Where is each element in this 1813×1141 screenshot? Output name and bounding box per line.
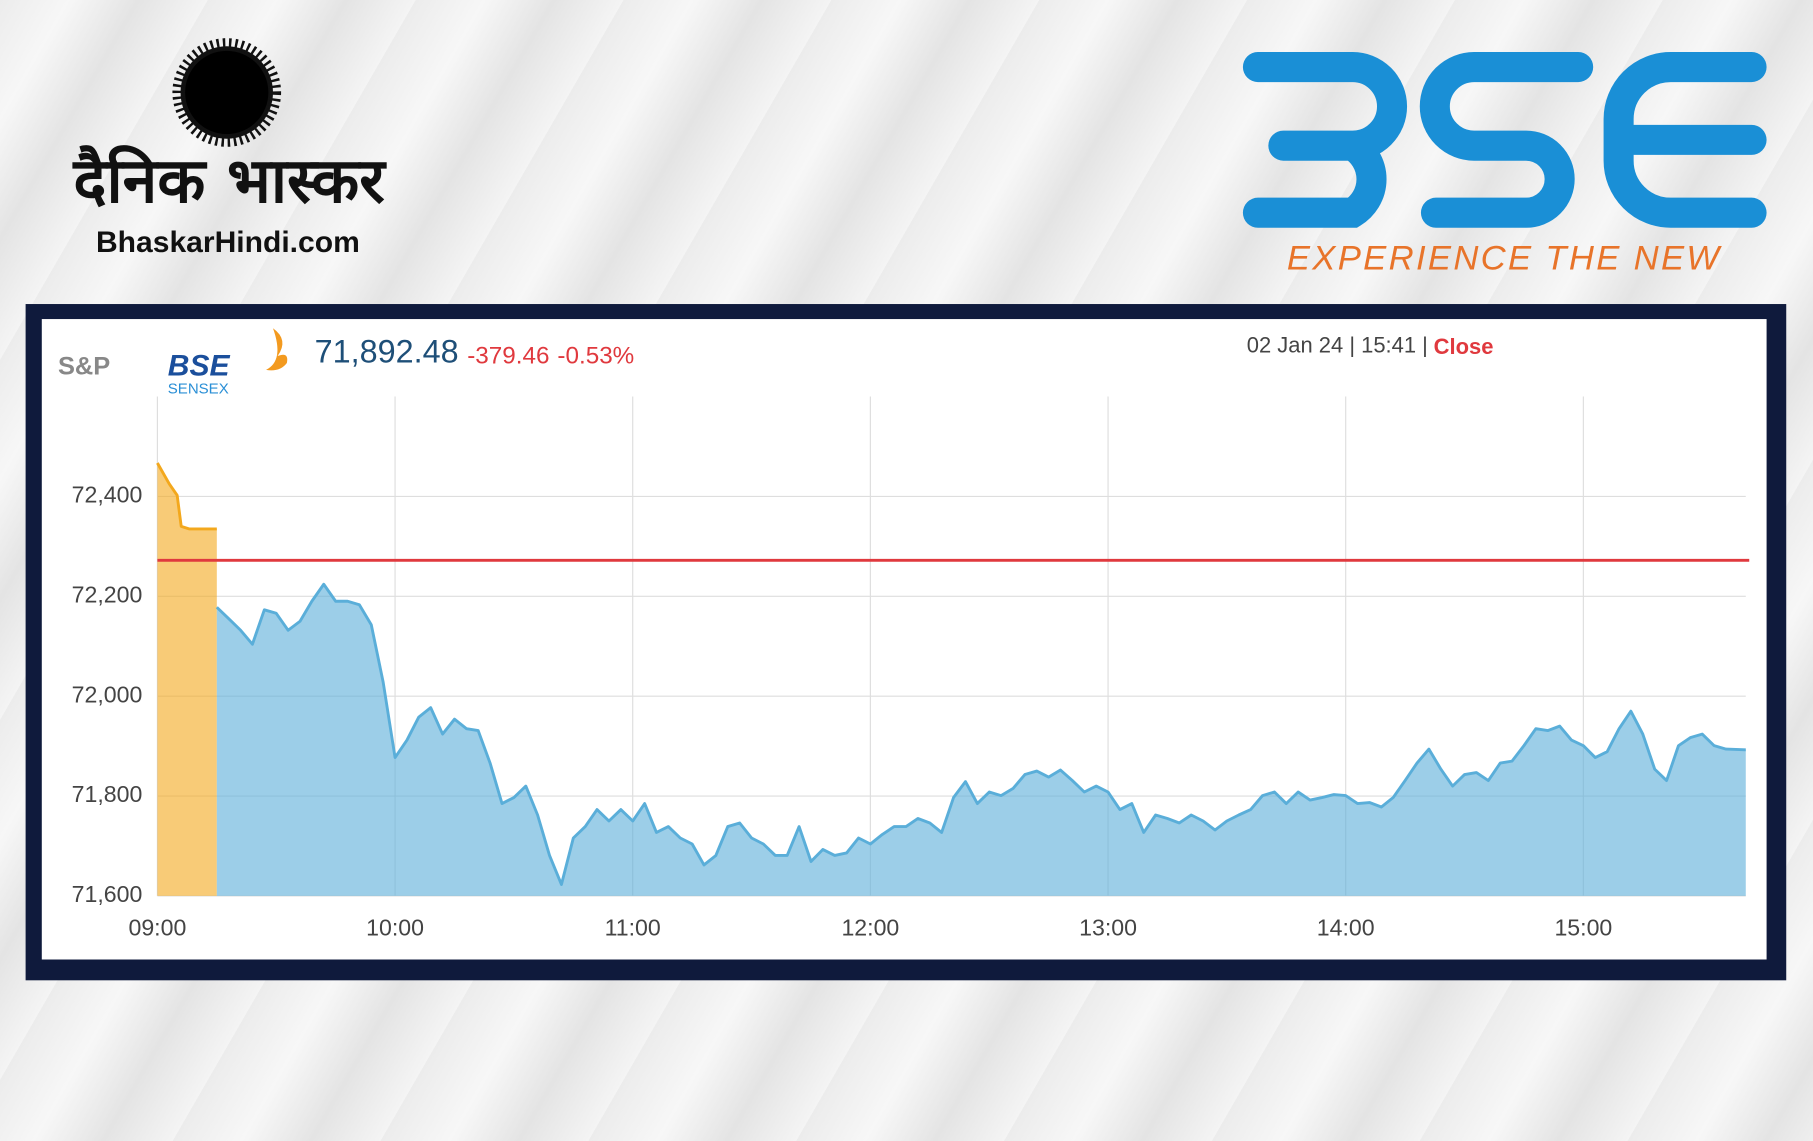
logo-glyph	[1419, 52, 1594, 228]
x-tick-label: 10:00	[366, 915, 424, 941]
plot-area: 71,600 71,800 72,000 72,200 72,400 09:00 10:00…	[72, 396, 1750, 941]
y-tick-label: 72,000	[72, 681, 143, 707]
hindi-name: दैनिक भास्कर	[72, 144, 387, 217]
y-tick-label: 71,600	[72, 881, 143, 907]
sensex-label: SENSEX	[168, 381, 229, 398]
bse-label: BSE	[168, 350, 231, 383]
area-fill	[216, 584, 1746, 896]
change-percent: -0.53%	[557, 343, 634, 370]
bhaskar-logo: दैनिक भास्कर BhaskarHindi.com	[72, 38, 387, 259]
flame-icon	[266, 328, 288, 371]
sun-core	[185, 50, 269, 135]
logo-glyph	[1603, 52, 1767, 228]
timestamp: 02 Jan 24 | 15:41 |	[1247, 333, 1428, 358]
site-name: BhaskarHindi.com	[96, 226, 360, 259]
y-tick-label: 71,800	[72, 781, 143, 807]
logo-glyph	[1242, 52, 1408, 228]
area-line	[215, 582, 1746, 886]
x-tick-label: 15:00	[1554, 915, 1612, 941]
x-tick-label: 14:00	[1317, 915, 1375, 941]
change: -379.46	[467, 343, 549, 370]
area-line	[156, 462, 217, 531]
bse-logo	[1242, 52, 1767, 228]
tagline: EXPERIENCE THE NEW	[1287, 239, 1723, 277]
x-tick-label: 13:00	[1079, 915, 1137, 941]
x-tick-label: 11:00	[605, 915, 661, 941]
index-logo: S&P BSE SENSEX	[58, 328, 288, 398]
y-tick-label: 72,400	[72, 482, 143, 508]
x-tick-label: 12:00	[841, 915, 899, 941]
x-tick-label: 09:00	[128, 915, 186, 941]
area-fill	[157, 462, 217, 896]
sp-label: S&P	[58, 352, 110, 380]
y-tick-label: 72,200	[72, 581, 143, 607]
market-status: Close	[1434, 334, 1494, 359]
price: 71,892.48	[315, 333, 459, 369]
